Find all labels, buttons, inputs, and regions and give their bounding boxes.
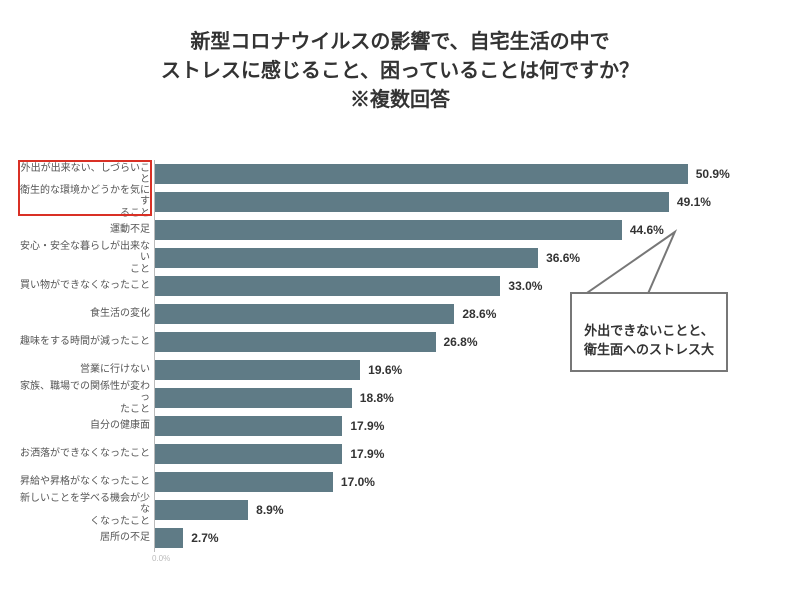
bar [155, 192, 669, 212]
bar-track: 49.1% [154, 188, 782, 216]
bar-value: 49.1% [677, 195, 711, 209]
category-label: お洒落ができなくなったこと [18, 448, 154, 460]
bar-value: 8.9% [256, 503, 283, 517]
bar-row: 衛生的な環境かどうかを気にす ること49.1% [18, 188, 782, 216]
callout-text: 外出できないことと、 衛生面へのストレス大 [584, 323, 714, 357]
bar-track: 17.9% [154, 440, 782, 468]
category-label: 自分の健康面 [18, 420, 154, 432]
bar-value: 19.6% [368, 363, 402, 377]
bar-value: 26.8% [444, 335, 478, 349]
bar-value: 28.6% [462, 307, 496, 321]
category-label: 食生活の変化 [18, 308, 154, 320]
bar-row: お洒落ができなくなったこと 17.9% [18, 440, 782, 468]
bar-value: 36.6% [546, 251, 580, 265]
bar-track: 2.7% [154, 524, 782, 552]
bar [155, 276, 500, 296]
category-label: 新しいことを学べる機会が少な くなったこと [18, 493, 154, 528]
bar-value: 44.6% [630, 223, 664, 237]
bar [155, 248, 538, 268]
category-label: 衛生的な環境かどうかを気にす ること [18, 185, 154, 220]
bar [155, 416, 342, 436]
bar [155, 388, 352, 408]
callout-box: 外出できないことと、 衛生面へのストレス大 [570, 292, 728, 373]
bar [155, 304, 454, 324]
bar-row: 安心・安全な暮らしが出来ない こと36.6% [18, 244, 782, 272]
bar [155, 500, 248, 520]
bar-track: 8.9% [154, 496, 782, 524]
bar [155, 528, 183, 548]
bar-value: 18.8% [360, 391, 394, 405]
category-label: 趣味をする時間が減ったこと [18, 336, 154, 348]
axis-zero-label: 0.0% [152, 554, 170, 563]
bar [155, 472, 333, 492]
bar [155, 444, 342, 464]
bar-row: 家族、職場での関係性が変わっ たこと18.8% [18, 384, 782, 412]
bar-track: 36.6% [154, 244, 782, 272]
category-label: 営業に行けない [18, 364, 154, 376]
title-line-3: ※複数回答 [0, 86, 800, 115]
category-label: 家族、職場での関係性が変わっ たこと [18, 381, 154, 416]
bar-value: 17.9% [350, 447, 384, 461]
bar-row: 新しいことを学べる機会が少な くなったこと8.9% [18, 496, 782, 524]
bar-track: 17.9% [154, 412, 782, 440]
bar-track: 17.0% [154, 468, 782, 496]
category-label: 外出が出来ない、しづらいこと [18, 163, 154, 186]
bar [155, 220, 622, 240]
bar-value: 2.7% [191, 531, 218, 545]
category-label: 昇給や昇格がなくなったこと [18, 476, 154, 488]
category-label: 居所の不足 [18, 532, 154, 544]
title-line-2: ストレスに感じること、困っていることは何ですか？ [0, 57, 800, 86]
bar-value: 17.0% [341, 475, 375, 489]
bar-row: 自分の健康面 17.9% [18, 412, 782, 440]
title-line-1: 新型コロナウイルスの影響で、自宅生活の中で [0, 28, 800, 57]
bar-value: 50.9% [696, 167, 730, 181]
bar-row: 居所の不足 2.7% [18, 524, 782, 552]
bar-value: 33.0% [508, 279, 542, 293]
bar-value: 17.9% [350, 419, 384, 433]
bar-track: 18.8% [154, 384, 782, 412]
bar [155, 332, 436, 352]
category-label: 安心・安全な暮らしが出来ない こと [18, 241, 154, 276]
bar-track: 50.9% [154, 160, 782, 188]
bar-track: 44.6% [154, 216, 782, 244]
chart-title: 新型コロナウイルスの影響で、自宅生活の中で ストレスに感じること、困っていること… [0, 0, 800, 133]
bar [155, 164, 688, 184]
category-label: 買い物ができなくなったこと [18, 280, 154, 292]
category-label: 運動不足 [18, 224, 154, 236]
bar [155, 360, 360, 380]
